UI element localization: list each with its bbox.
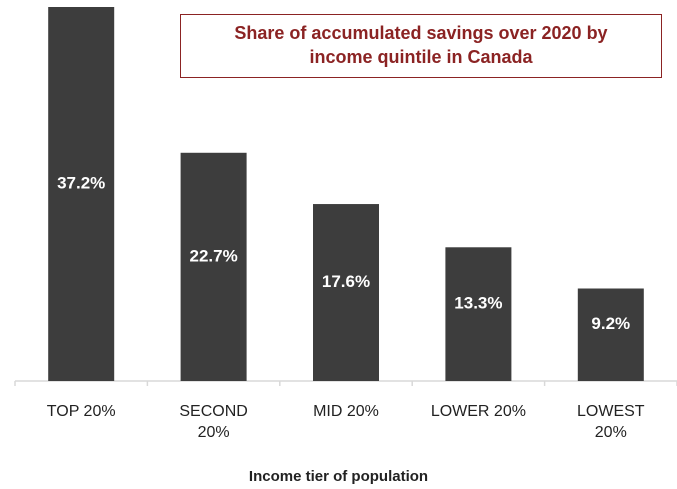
x-tick-label: MID 20% bbox=[313, 403, 379, 420]
bar bbox=[313, 204, 379, 381]
x-tick-label: LOWEST 20% bbox=[577, 403, 645, 441]
value-label: 9.2% bbox=[591, 314, 630, 333]
chart-title: Share of accumulated savings over 2020 b… bbox=[180, 14, 662, 78]
value-label: 22.7% bbox=[189, 246, 237, 265]
bar bbox=[577, 288, 644, 381]
value-label: 17.6% bbox=[322, 272, 370, 291]
value-label: 37.2% bbox=[57, 173, 105, 192]
x-tick-label: TOP 20% bbox=[46, 403, 116, 420]
value-label: 13.3% bbox=[454, 294, 502, 313]
x-tick-label: SECOND 20% bbox=[179, 403, 248, 441]
bar bbox=[48, 7, 115, 381]
bar bbox=[445, 247, 512, 381]
bar bbox=[180, 152, 247, 381]
x-tick-label: LOWER 20% bbox=[430, 403, 526, 420]
x-axis-label: Income tier of population bbox=[248, 468, 429, 485]
